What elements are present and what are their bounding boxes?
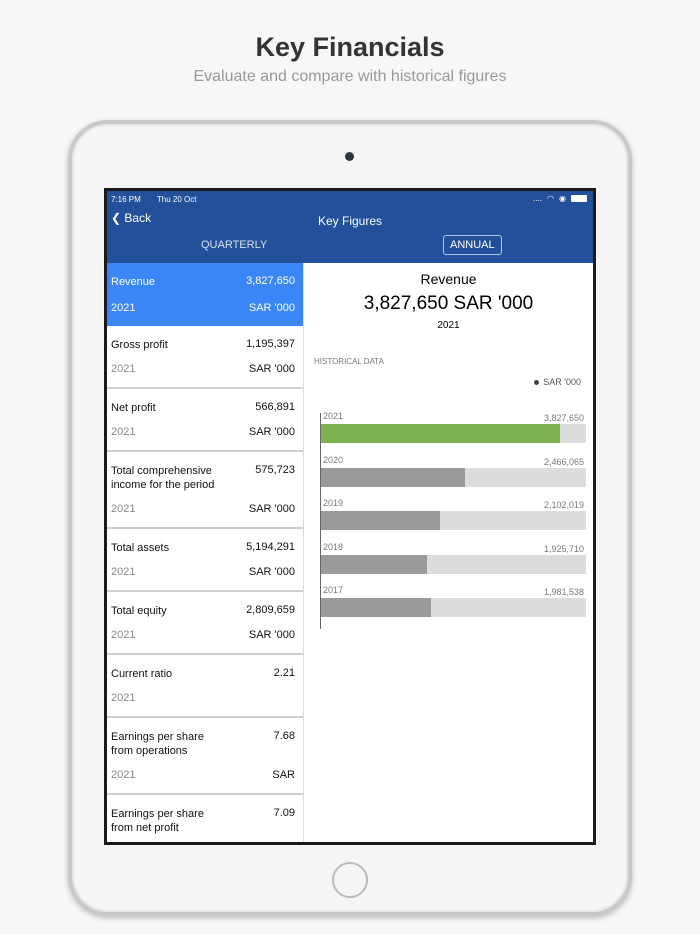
list-item[interactable]: Earnings per share from operations 7.68 … [107,718,303,795]
item-value: 2,809,659 [246,604,295,616]
item-year: 2021 [111,503,136,515]
bar-2021 [321,424,561,443]
list-item[interactable]: Earnings per share from net profit 7.09 [107,795,303,842]
app-screen: 7:16 PM Thu 20 Oct .... ◠ ◉ ❮ Back Key F… [104,188,596,845]
item-label: Earnings per share from operations [111,731,204,757]
bar-value-label: 2,466,065 [543,456,584,467]
bar-track [321,554,586,574]
item-label: Current ratio [111,668,173,680]
header: 7:16 PM Thu 20 Oct .... ◠ ◉ ❮ Back Key F… [107,191,593,263]
bar-row: 2019 2,102,019 [321,498,586,542]
bar-category-label: 2017 [323,585,344,595]
item-unit: SAR '000 [248,503,295,515]
chart-legend: SAR '000 [534,377,581,387]
item-label: Earnings per share from net profit [111,808,204,834]
item-label: Total assets [111,542,170,554]
list-item[interactable]: Revenue 3,827,650 2021 SAR '000 [107,263,303,326]
item-unit: SAR [272,769,295,781]
historical-label: HISTORICAL DATA [314,357,384,366]
item-year: 2021 [111,769,136,781]
item-value: 7.68 [273,730,295,742]
signal-icon: .... [533,194,543,203]
item-label: Total equity [111,605,167,617]
chevron-left-icon: ❮ [111,211,122,225]
historical-chart: 2021 3,827,650 2020 2,466,065 2019 2,102… [321,411,586,629]
status-date: Thu 20 Oct [156,195,197,204]
item-year: 2021 [111,363,136,375]
nav-title: Key Figures [317,214,383,228]
item-year: 2021 [111,302,136,314]
bar-category-label: 2021 [323,411,344,421]
bar-row: 2017 1,981,538 [321,585,586,629]
detail-panel: Revenue 3,827,650 SAR '000 2021 HISTORIC… [304,263,593,842]
item-unit: SAR '000 [248,629,295,641]
bar-track [321,467,586,487]
bar-2020 [321,467,466,487]
bar-category-label: 2020 [323,454,344,465]
item-label: Gross profit [111,339,168,351]
bar-value-label: 2,102,019 [543,500,584,510]
list-item[interactable]: Gross profit 1,195,397 2021 SAR '000 [107,326,303,389]
home-button [332,862,368,898]
tab-annual[interactable]: ANNUAL [443,235,502,255]
detail-value: 3,827,650 SAR '000 [363,293,534,314]
item-value: 5,194,291 [246,541,295,553]
wifi-icon: ◠ [547,194,555,203]
item-value: 2.21 [273,667,295,679]
bar-track [321,424,586,443]
item-label: Net profit [111,402,156,414]
bar-track [321,511,586,530]
bar-track [321,598,586,617]
status-time: 7:16 PM [111,195,141,204]
item-value: 1,195,397 [246,338,295,350]
list-item[interactable]: Net profit 566,891 2021 SAR '000 [107,389,303,452]
bar-row: 2018 1,925,710 [321,542,586,586]
list-item[interactable]: Total assets 5,194,291 2021 SAR '000 [107,529,303,592]
bar-row: 2021 3,827,650 [321,411,586,455]
back-button[interactable]: ❮ Back [111,211,152,225]
item-value: 566,891 [255,401,295,413]
bar-value-label: 1,981,538 [543,587,584,597]
list-item[interactable]: Total equity 2,809,659 2021 SAR '000 [107,592,303,655]
bar-category-label: 2018 [323,541,344,552]
metrics-list: Revenue 3,827,650 2021 SAR '000 Gross pro… [107,263,304,842]
item-label: Total comprehensive income for the perio… [111,465,215,491]
list-item[interactable]: Current ratio 2.21 2021 [107,655,303,718]
battery-icon [571,195,587,202]
bar-value-label: 1,925,710 [543,543,584,554]
legend-dot-icon [534,380,540,386]
bar-2018 [321,554,428,574]
item-value: 3,827,650 [246,275,295,287]
item-label: Revenue [111,276,156,288]
item-year: 2021 [111,566,136,578]
camera [345,152,354,161]
bar-row: 2020 2,466,065 [321,455,586,499]
item-year: 2021 [111,426,136,438]
item-unit: SAR '000 [248,566,295,578]
item-value: 7.09 [273,807,295,819]
status-bar: 7:16 PM Thu 20 Oct [111,195,210,204]
location-icon: ◉ [559,194,566,203]
hero-subtitle: Evaluate and compare with historical fig… [193,68,507,85]
bar-value-label: 3,827,650 [543,413,584,423]
bar-category-label: 2019 [323,498,344,508]
item-unit: SAR '000 [248,426,295,438]
bar-2019 [321,511,440,530]
tab-quarterly[interactable]: QUARTERLY [201,239,268,251]
chart-axis [320,413,321,629]
hero-title: Key Financials [255,32,445,62]
item-unit: SAR '000 [248,302,295,314]
item-unit: SAR '000 [248,363,295,375]
item-value: 575,723 [255,464,295,476]
detail-year: 2021 [437,320,460,331]
detail-title: Revenue [420,271,477,287]
bar-2017 [321,598,432,617]
list-item[interactable]: Total comprehensive income for the perio… [107,452,303,529]
item-year: 2021 [111,692,136,704]
item-year: 2021 [111,629,136,641]
